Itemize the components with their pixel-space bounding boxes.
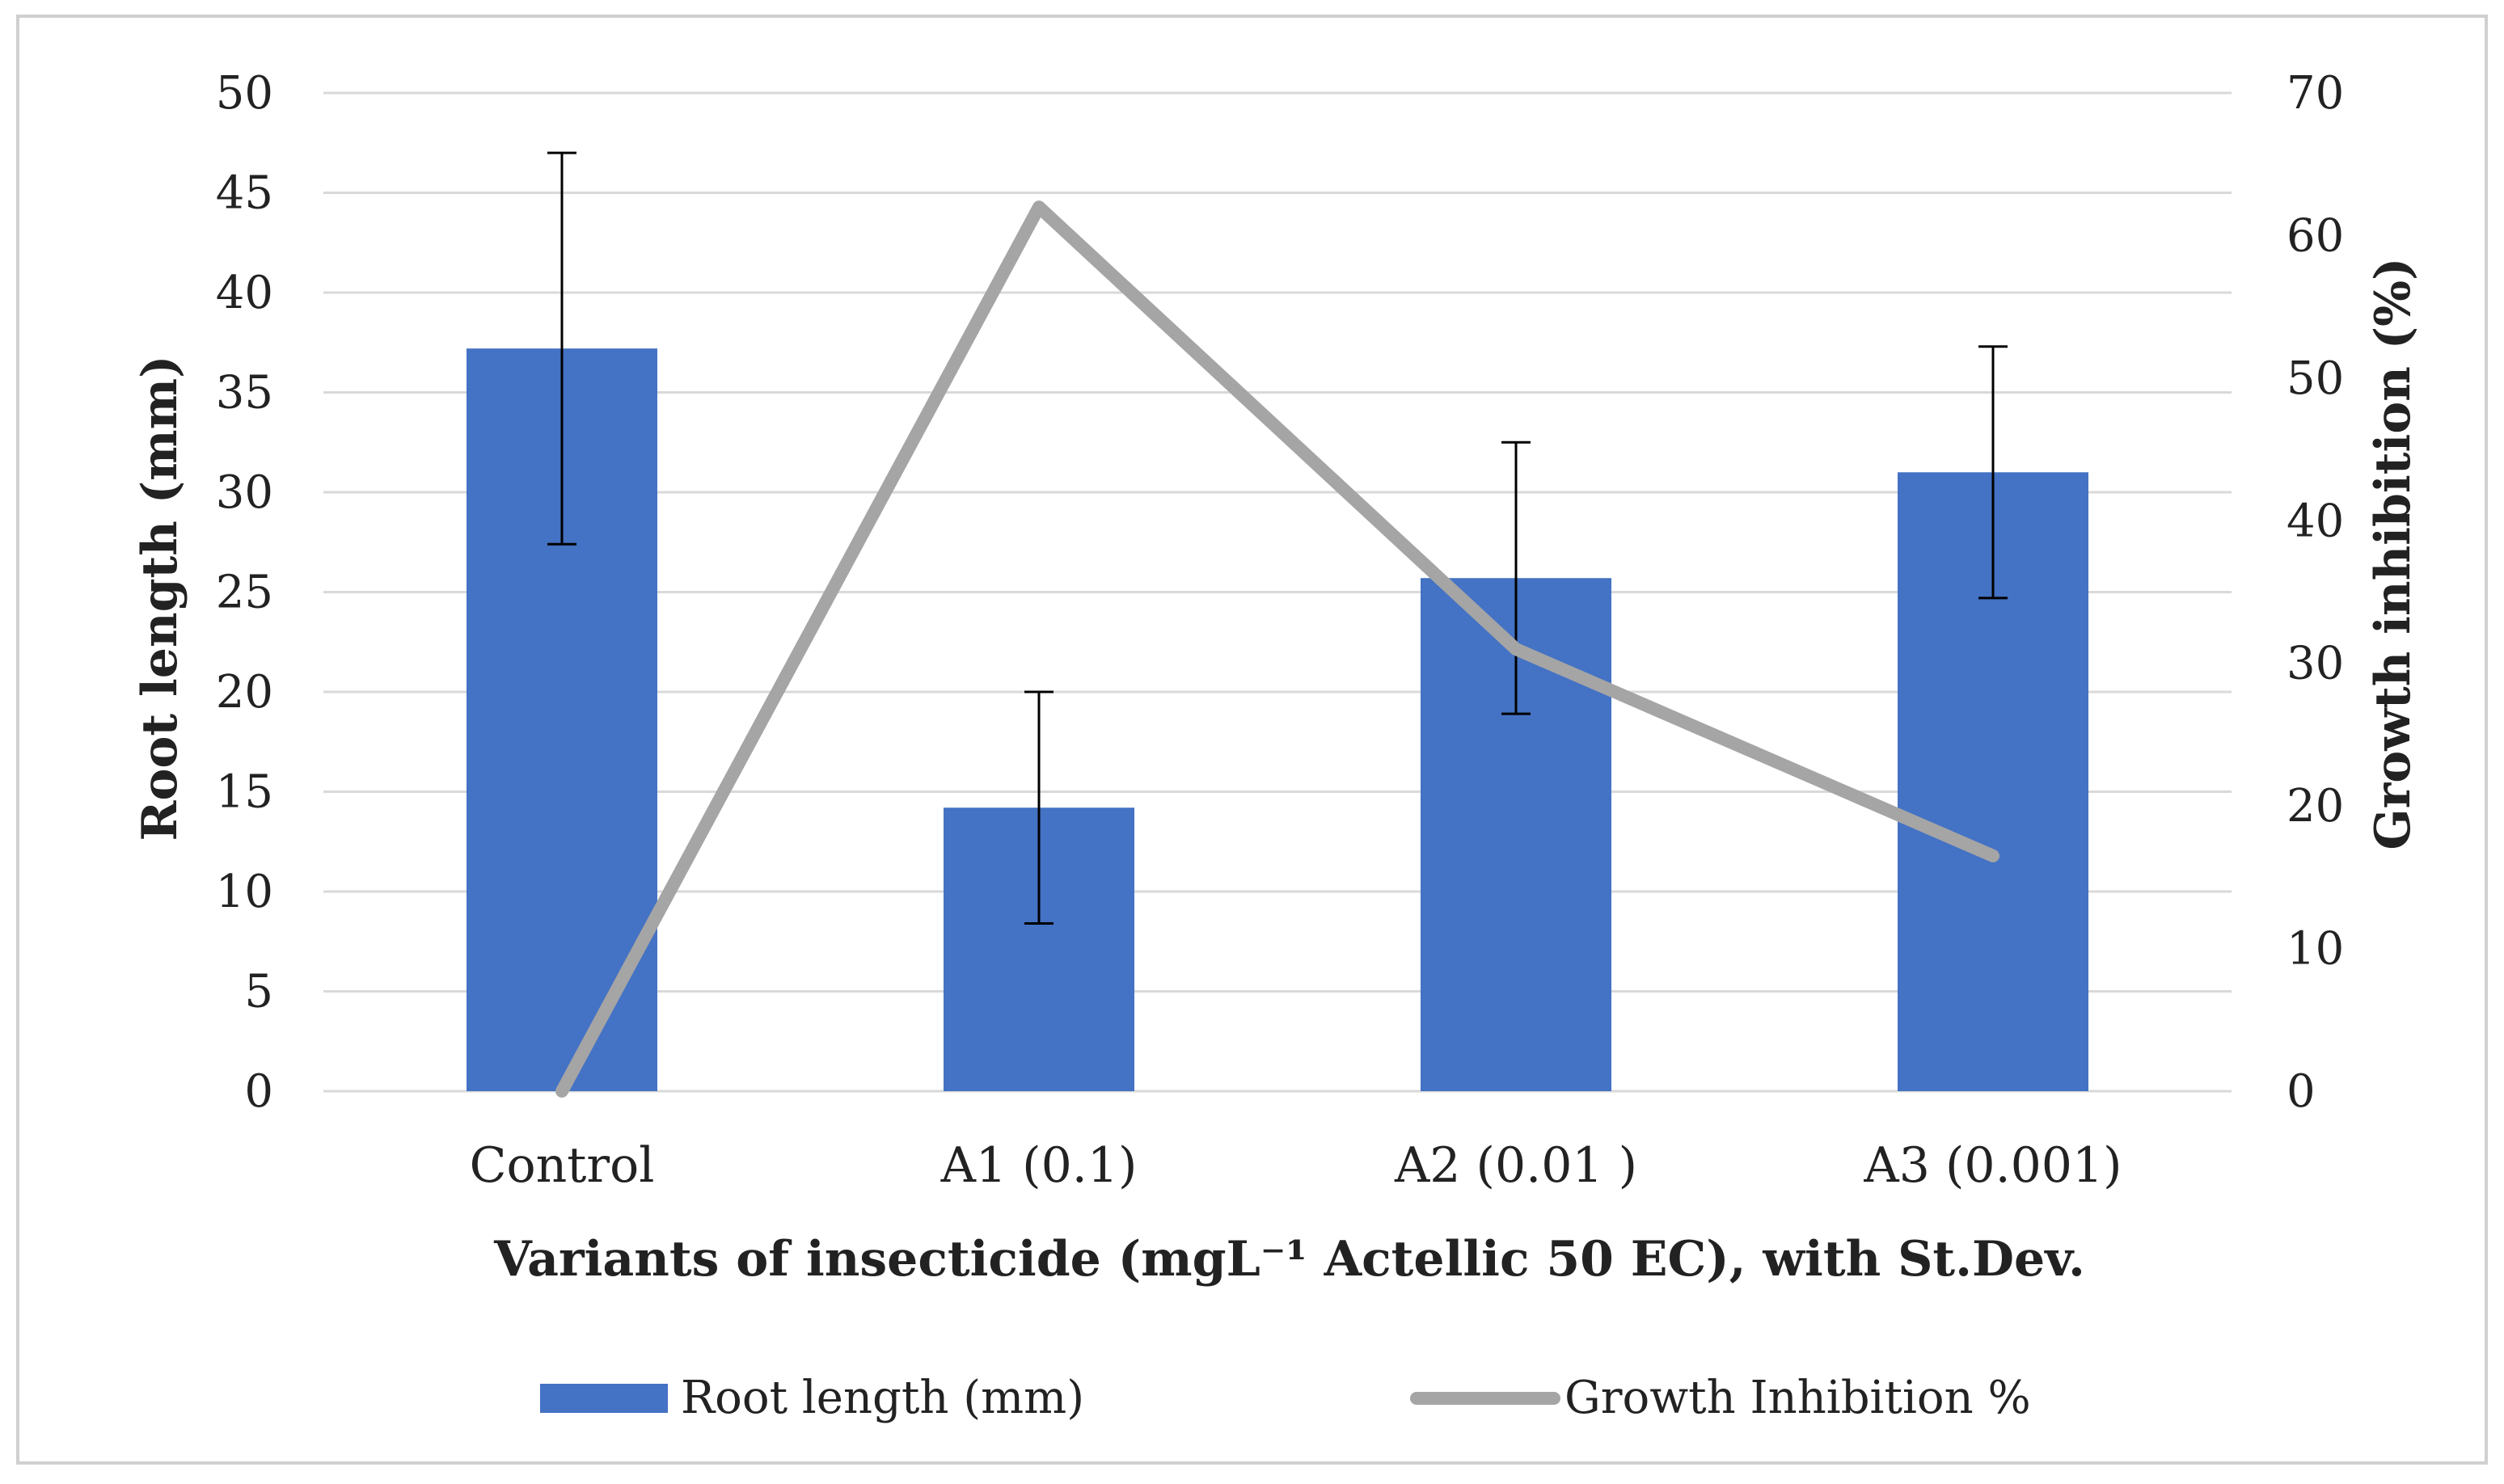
y2-tick-label: 30 bbox=[2287, 638, 2344, 690]
legend-label-root-length: Root length (mm) bbox=[681, 1372, 1084, 1424]
y2-tick-label: 40 bbox=[2287, 495, 2344, 547]
y-tick-label: 0 bbox=[244, 1065, 273, 1118]
line-point bbox=[1991, 854, 1995, 858]
x-category-label: Control bbox=[470, 1137, 655, 1194]
line-point bbox=[560, 1090, 564, 1093]
x-axis-title: Variants of insecticide (mgL⁻¹ Actellic … bbox=[493, 1231, 2085, 1288]
line-point bbox=[1514, 647, 1518, 651]
growth-inhibition-line bbox=[555, 200, 1999, 1098]
y-tick-label: 30 bbox=[216, 466, 273, 519]
y2-tick-label: 70 bbox=[2287, 67, 2344, 120]
legend-swatch-root-length bbox=[540, 1384, 668, 1413]
y-tick-label: 25 bbox=[216, 567, 273, 619]
y-tick-label: 15 bbox=[216, 766, 273, 819]
y-tick-label: 5 bbox=[244, 966, 273, 1018]
x-category-label: A1 (0.1) bbox=[940, 1137, 1138, 1194]
y2-tick-label: 0 bbox=[2287, 1065, 2316, 1118]
y-tick-label: 10 bbox=[216, 866, 273, 918]
y2-tick-label: 50 bbox=[2287, 352, 2344, 405]
legend: Root length (mm) Growth Inhibition % bbox=[540, 1372, 2031, 1424]
y-tick-label: 50 bbox=[216, 67, 273, 120]
x-category-label: A2 (0.01 ) bbox=[1394, 1137, 1637, 1194]
y2-tick-label: 20 bbox=[2287, 780, 2344, 833]
left-axis-ticks: 0 5 10 15 20 25 30 35 40 45 50 bbox=[216, 67, 273, 1118]
y2-tick-label: 10 bbox=[2287, 923, 2344, 976]
category-labels: Control A1 (0.1) A2 (0.01 ) A3 (0.001) bbox=[470, 1137, 2122, 1194]
x-category-label: A3 (0.001) bbox=[1863, 1137, 2122, 1194]
line-point bbox=[1037, 205, 1041, 209]
right-axis-ticks: 0 10 20 30 40 50 60 70 bbox=[2287, 67, 2344, 1118]
y-tick-label: 35 bbox=[216, 367, 273, 419]
y-tick-label: 20 bbox=[216, 666, 273, 719]
y-tick-label: 45 bbox=[216, 167, 273, 220]
y-tick-label: 40 bbox=[216, 267, 273, 319]
error-bars bbox=[547, 151, 2008, 925]
y2-tick-label: 60 bbox=[2287, 209, 2344, 262]
line-series bbox=[555, 200, 1999, 1098]
legend-label-growth-inhibition: Growth Inhibition % bbox=[1564, 1372, 2031, 1424]
y2-axis-title: Growth inhibition (%) bbox=[2365, 257, 2422, 850]
y-axis-title: Root length (mm) bbox=[132, 355, 188, 841]
